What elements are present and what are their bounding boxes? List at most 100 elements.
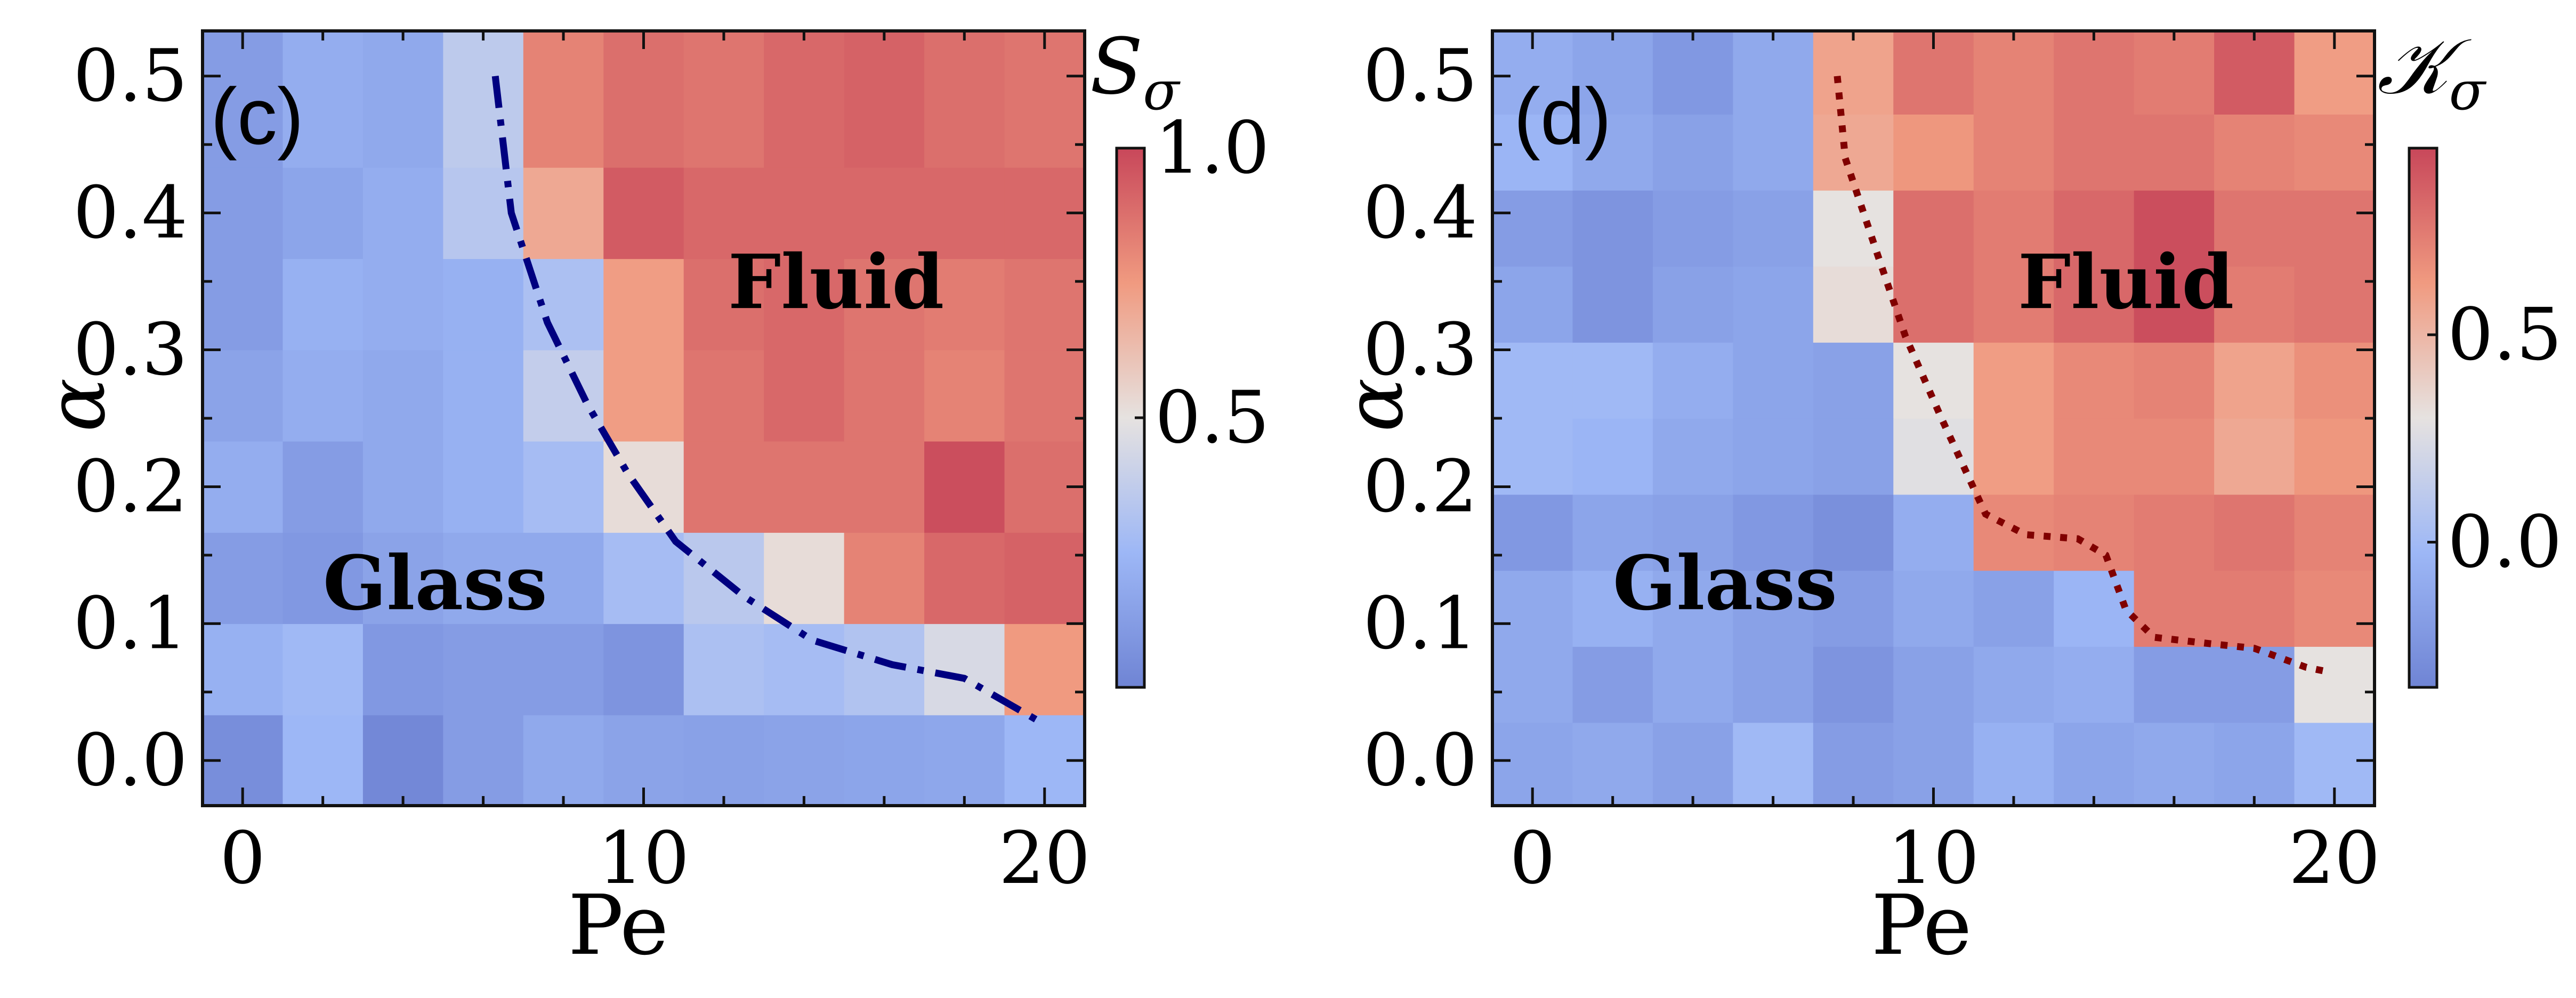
heatmap-cell — [1652, 190, 1734, 267]
heatmap-cell — [1973, 494, 2054, 571]
heatmap-cell — [844, 167, 925, 259]
panel-d-colorbar-label: 𝒦σ — [2377, 22, 2487, 122]
heatmap-cell — [1813, 494, 1894, 571]
heatmap-cell — [603, 623, 684, 716]
heatmap-cell — [1652, 494, 1734, 571]
heatmap-cell — [1492, 646, 1573, 723]
heatmap-cell — [1004, 623, 1085, 716]
heatmap-cell — [2054, 722, 2135, 806]
panel-c-label: (c) — [211, 71, 304, 161]
heatmap-cell — [1572, 31, 1653, 115]
x-tick-label: 0 — [220, 816, 265, 900]
heatmap-cell — [1733, 190, 1814, 267]
colorbar-tick-label: 0.0 — [2448, 500, 2562, 584]
heatmap-cell — [764, 623, 845, 716]
heatmap-cell — [1893, 494, 1974, 571]
heatmap-cell — [2134, 722, 2215, 806]
heatmap-cell — [2134, 190, 2215, 267]
heatmap-cell — [2214, 494, 2295, 571]
heatmap-cell — [683, 623, 764, 716]
heatmap-cell — [362, 31, 444, 168]
heatmap-cell — [1893, 114, 1974, 191]
y-tick-label: 0.3 — [73, 308, 188, 392]
heatmap-cell — [2134, 418, 2215, 495]
heatmap-cell — [203, 532, 284, 624]
heatmap-cell — [2214, 31, 2295, 115]
heatmap-cell — [1572, 266, 1653, 343]
colorbar-gradient — [2408, 147, 2438, 689]
heatmap-cell — [764, 715, 845, 806]
heatmap-cell — [1973, 266, 2054, 343]
panel-d-boundary-line — [1834, 76, 2328, 675]
heatmap-cell — [203, 31, 284, 168]
heatmap-cell — [683, 715, 764, 806]
panel-c: 0 10 20 0.0 0.1 0.2 0.3 0.4 0.5 Pe α (c) Fluid G… — [30, 22, 1270, 973]
heatmap-cell — [282, 715, 364, 806]
heatmap-cell — [1572, 342, 1653, 419]
y-tick-label: 0.2 — [73, 444, 188, 528]
heatmap-cell — [844, 31, 925, 168]
heatmap-cell — [1973, 570, 2054, 647]
heatmap-cell — [2294, 266, 2375, 343]
heatmap-cell — [362, 532, 444, 624]
y-tick-label: 0.4 — [1363, 171, 1477, 255]
heatmap-cell — [1813, 418, 1894, 495]
heatmap-cell — [2214, 570, 2295, 647]
heatmap-cell — [2214, 266, 2295, 343]
heatmap-cell — [603, 350, 684, 442]
heatmap-cell — [603, 31, 684, 168]
heatmap-cell — [1973, 190, 2054, 267]
heatmap-cell — [2134, 494, 2215, 571]
heatmap-cell — [603, 167, 684, 259]
heatmap-cell — [523, 258, 604, 351]
y-tick-label: 0.5 — [73, 34, 188, 118]
panel-c-colorbar-label-sub: σ — [1143, 60, 1181, 122]
heatmap-cell — [844, 532, 925, 624]
colorbar-tick-label: 0.5 — [1155, 376, 1270, 459]
heatmap-cell — [523, 532, 604, 624]
heatmap-cell — [1813, 722, 1894, 806]
heatmap-cell — [683, 31, 764, 168]
heatmap-cell — [2134, 570, 2215, 647]
heatmap-cell — [1813, 31, 1894, 115]
heatmap-cell — [1733, 570, 1814, 647]
heatmap-cell — [1813, 646, 1894, 723]
heatmap-cell — [523, 31, 604, 168]
heatmap-cell — [523, 350, 604, 442]
panel-c-heatmap — [203, 31, 1085, 806]
heatmap-cell — [2054, 570, 2135, 647]
heatmap-cell — [1652, 114, 1734, 191]
heatmap-cell — [924, 167, 1005, 259]
heatmap-cell — [523, 441, 604, 533]
heatmap-cell — [282, 623, 364, 716]
heatmap-cell — [1652, 342, 1734, 419]
heatmap-cell — [282, 258, 364, 351]
heatmap-cell — [844, 350, 925, 442]
heatmap-cell — [1004, 31, 1085, 168]
heatmap-cell — [764, 441, 845, 533]
heatmap-cell — [1492, 494, 1573, 571]
heatmap-cell — [523, 623, 604, 716]
heatmap-cell — [2294, 494, 2375, 571]
heatmap-cell — [1813, 190, 1894, 267]
y-tick-label: 0.1 — [1363, 581, 1477, 665]
heatmap-cell — [2134, 342, 2215, 419]
heatmap-cell — [1733, 31, 1814, 115]
x-tick-label: 0 — [1509, 816, 1555, 900]
heatmap-cell — [1973, 646, 2054, 723]
heatmap-cell — [362, 350, 444, 442]
heatmap-cell — [1733, 418, 1814, 495]
heatmap-cell — [1813, 266, 1894, 343]
y-tick-label: 0.1 — [73, 581, 188, 665]
heatmap-cell — [844, 258, 925, 351]
heatmap-cell — [1973, 31, 2054, 115]
heatmap-cell — [1893, 342, 1974, 419]
heatmap-cell — [1733, 114, 1814, 191]
heatmap-cell — [1973, 342, 2054, 419]
x-tick-label: 20 — [999, 816, 1091, 900]
panel-d-ylabel: α — [1328, 378, 1421, 432]
x-tick-label: 10 — [598, 816, 690, 900]
heatmap-cell — [1004, 532, 1085, 624]
x-tick-label: 10 — [1888, 816, 1980, 900]
heatmap-cell — [1652, 646, 1734, 723]
